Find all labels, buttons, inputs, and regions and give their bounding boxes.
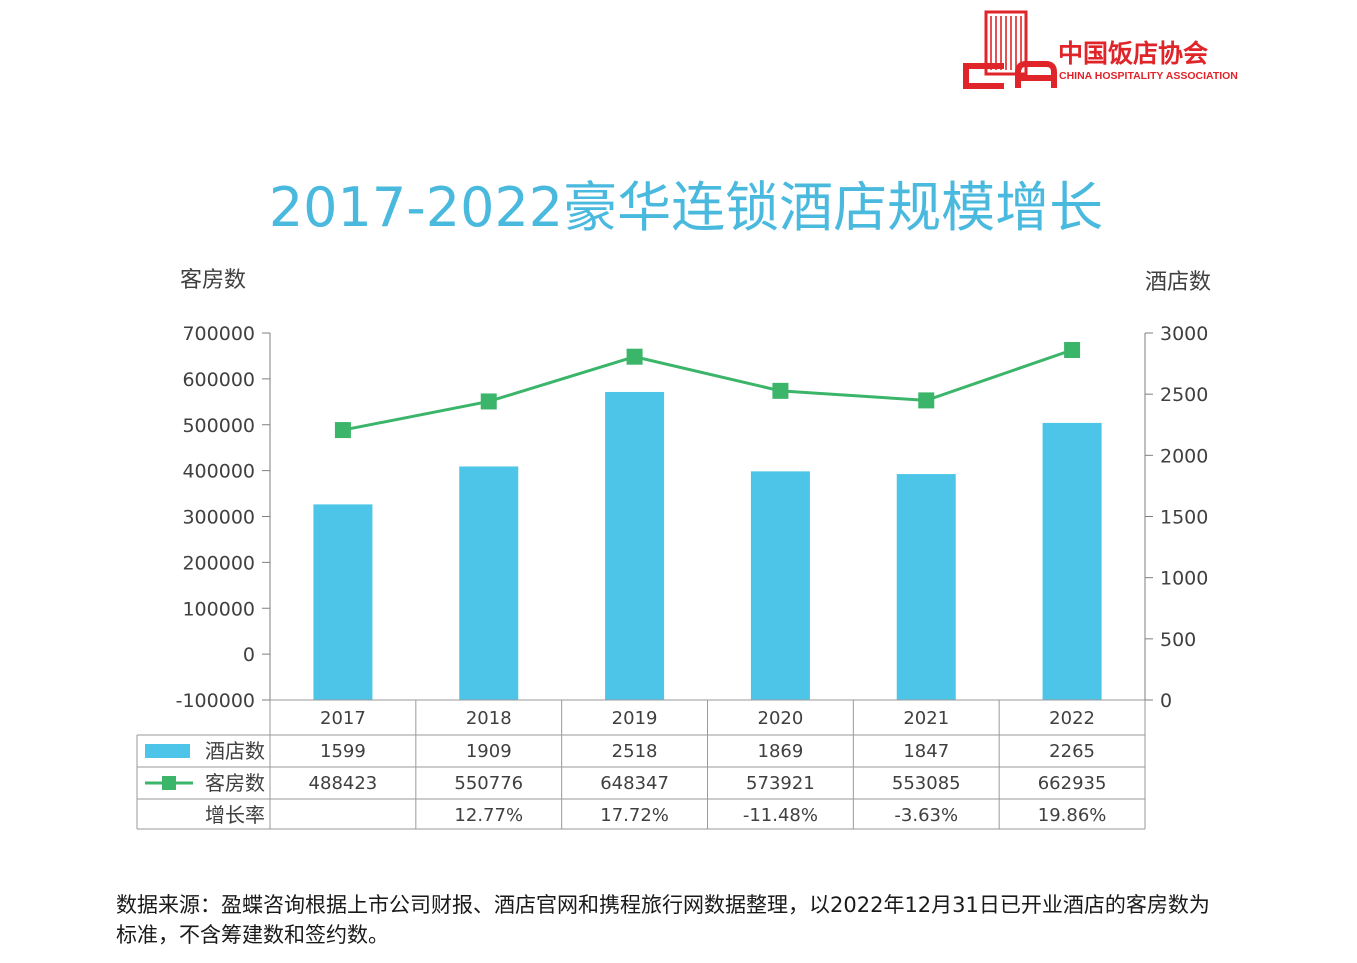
y-left-tick-label: 0 bbox=[243, 644, 255, 666]
logo-name-en: CHINA HOSPITALITY ASSOCIATION bbox=[1059, 70, 1238, 82]
line-marker-rooms-2020 bbox=[772, 382, 789, 399]
logo-letter-c bbox=[963, 63, 1004, 89]
data-label-rooms: 662935 bbox=[1038, 773, 1107, 794]
data-label-growth: -11.48% bbox=[743, 805, 818, 826]
row-header-growth: 增长率 bbox=[205, 803, 265, 827]
y-left-ticks: 700000 600000 500000 400000 300000 20000… bbox=[176, 323, 255, 712]
line-marker-rooms-2017 bbox=[334, 422, 351, 439]
y-right-tick-label: 1500 bbox=[1160, 507, 1208, 529]
row-header-rooms: 客房数 bbox=[205, 771, 265, 795]
y-left-tick-label: 400000 bbox=[182, 461, 255, 483]
data-label-hotels: 2518 bbox=[612, 741, 658, 762]
y-left-tick-label: -100000 bbox=[176, 690, 255, 712]
data-label-hotels: 2265 bbox=[1049, 741, 1095, 762]
axes bbox=[262, 332, 1153, 701]
data-label-rooms: 648347 bbox=[600, 773, 669, 794]
data-label-growth: 19.86% bbox=[1038, 805, 1107, 826]
bar-hotels-2022 bbox=[1042, 422, 1102, 700]
category-label: 2017 bbox=[320, 708, 366, 729]
data-label-hotels: 1599 bbox=[320, 741, 366, 762]
y-right-axis-title: 酒店数 bbox=[1145, 270, 1211, 295]
logo: 中国饭店协会 CHINA HOSPITALITY ASSOCIATION bbox=[963, 10, 1238, 89]
line-series-rooms bbox=[334, 342, 1081, 439]
y-right-tick-label: 3000 bbox=[1160, 323, 1208, 345]
category-label: 2022 bbox=[1049, 708, 1095, 729]
data-label-growth: 17.72% bbox=[600, 805, 669, 826]
bar-hotels-2018 bbox=[459, 466, 519, 700]
data-label-hotels: 1847 bbox=[903, 741, 949, 762]
legend-bar-swatch bbox=[145, 744, 190, 758]
y-right-tick-label: 1000 bbox=[1160, 568, 1208, 590]
y-left-tick-label: 700000 bbox=[182, 323, 255, 345]
y-left-tick-label: 200000 bbox=[182, 552, 255, 574]
data-label-hotels: 1909 bbox=[466, 741, 512, 762]
category-label: 2019 bbox=[612, 708, 658, 729]
y-left-tick-label: 500000 bbox=[182, 415, 255, 437]
logo-name-cn: 中国饭店协会 bbox=[1058, 39, 1208, 68]
line-marker-rooms-2019 bbox=[626, 348, 643, 365]
bar-hotels-2020 bbox=[750, 471, 810, 700]
category-label: 2020 bbox=[758, 708, 804, 729]
data-label-hotels: 1869 bbox=[758, 741, 804, 762]
chart-title: 2017-2022豪华连锁酒店规模增长 bbox=[269, 176, 1103, 239]
y-right-tick-label: 500 bbox=[1160, 629, 1196, 651]
bar-hotels-2019 bbox=[605, 391, 665, 700]
line-marker-rooms-2022 bbox=[1064, 342, 1081, 359]
data-table-grid bbox=[136, 699, 1146, 830]
y-right-tick-label: 0 bbox=[1160, 690, 1172, 712]
line-marker-rooms-2018 bbox=[480, 393, 497, 410]
line-marker-rooms-2021 bbox=[918, 392, 935, 409]
y-right-tick-label: 2000 bbox=[1160, 445, 1208, 467]
line-rooms-path bbox=[342, 348, 1073, 432]
data-source-note: 数据来源：盈蝶咨询根据上市公司财报、酒店官网和携程旅行网数据整理，以2022年1… bbox=[116, 893, 1210, 947]
logo-letter-a bbox=[1015, 61, 1057, 88]
data-label-growth: -3.63% bbox=[894, 805, 958, 826]
bar-series-hotels bbox=[313, 391, 1102, 700]
legend-line-marker bbox=[162, 776, 176, 790]
bar-hotels-2017 bbox=[313, 504, 373, 700]
y-left-tick-label: 300000 bbox=[182, 507, 255, 529]
data-label-rooms: 488423 bbox=[309, 773, 378, 794]
bar-hotels-2021 bbox=[896, 474, 956, 700]
category-label: 2021 bbox=[903, 708, 949, 729]
row-header-hotels: 酒店数 bbox=[205, 739, 265, 763]
data-label-rooms: 553085 bbox=[892, 773, 961, 794]
y-left-axis-title: 客房数 bbox=[180, 268, 246, 293]
y-left-tick-label: 600000 bbox=[182, 369, 255, 391]
y-left-tick-label: 100000 bbox=[182, 598, 255, 620]
category-label: 2018 bbox=[466, 708, 512, 729]
y-right-ticks: 3000 2500 2000 1500 1000 500 0 bbox=[1160, 323, 1208, 712]
data-label-rooms: 573921 bbox=[746, 773, 815, 794]
y-right-tick-label: 2500 bbox=[1160, 384, 1208, 406]
data-label-growth: 12.77% bbox=[454, 805, 523, 826]
logo-building-mark bbox=[963, 10, 1057, 89]
data-table: 2017 2018 2019 2020 2021 2022 酒店数 客房数 增长… bbox=[145, 708, 1106, 827]
data-label-rooms: 550776 bbox=[454, 773, 523, 794]
logo-tower bbox=[984, 10, 1028, 76]
